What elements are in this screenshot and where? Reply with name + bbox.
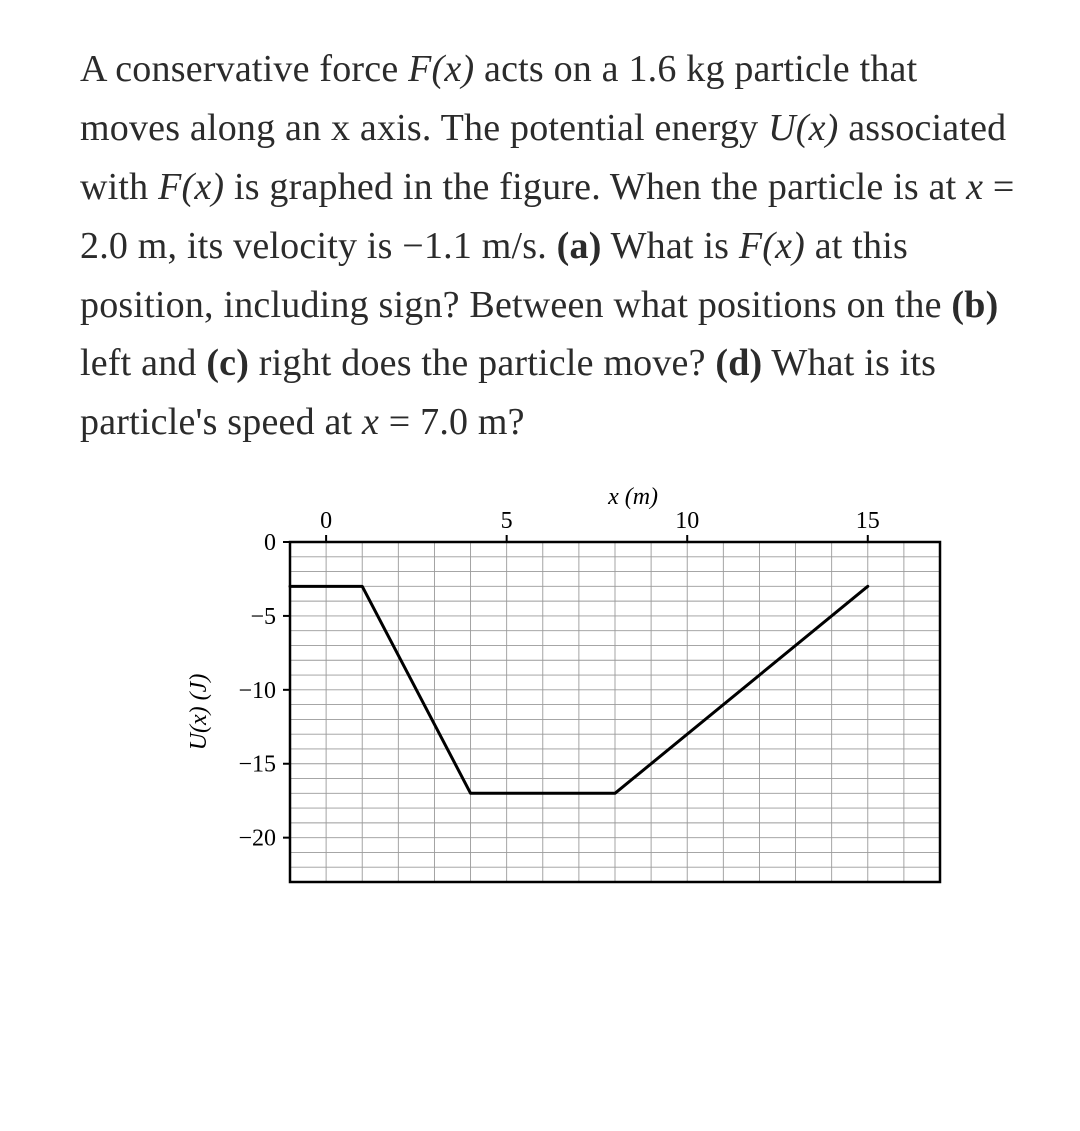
fx-term: F(x) [739,225,805,267]
potential-energy-chart: 0 5 10 15 0 −5 −10 −15 −20 x (m) U(x) (J) [180,482,960,902]
text-span: = 7.0 m? [379,401,525,443]
svg-text:−10: −10 [238,678,276,704]
part-a-label: (a) [557,225,602,267]
text-span: A conservative force [80,48,408,90]
part-c-label: (c) [206,342,249,384]
svg-text:−15: −15 [238,752,276,778]
ux-term: U(x) [768,107,838,149]
svg-text:−20: −20 [238,826,276,852]
svg-text:5: 5 [501,508,513,534]
text-span: is graphed in the figure. When the parti… [224,166,966,208]
chart-container: 0 5 10 15 0 −5 −10 −15 −20 x (m) U(x) (J) [80,482,1020,902]
svg-text:15: 15 [856,508,880,534]
text-span: right does the particle move? [249,342,715,384]
svg-text:0: 0 [320,508,332,534]
fx-term: F(x) [408,48,474,90]
part-b-label: (b) [951,284,998,326]
svg-text:0: 0 [264,530,276,556]
part-d-label: (d) [715,342,762,384]
fx-term: F(x) [158,166,224,208]
svg-text:x (m): x (m) [607,484,658,510]
text-span: left and [80,342,206,384]
problem-text: A conservative force F(x) acts on a 1.6 … [80,40,1020,452]
svg-text:10: 10 [675,508,699,534]
x-var: x [362,401,379,443]
svg-text:−5: −5 [250,604,276,630]
svg-text:U(x) (J): U(x) (J) [186,674,212,751]
x-var: x [966,166,983,208]
text-span: What is [602,225,739,267]
